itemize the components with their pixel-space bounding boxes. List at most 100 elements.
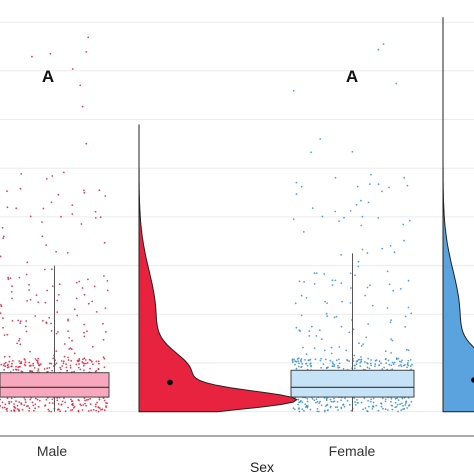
data-point xyxy=(297,398,300,401)
data-point xyxy=(6,206,9,209)
data-point xyxy=(302,346,304,349)
data-point xyxy=(92,363,94,366)
data-point xyxy=(98,362,100,365)
data-point xyxy=(103,366,106,369)
data-point xyxy=(405,348,408,351)
data-point xyxy=(45,398,48,401)
data-point xyxy=(79,403,82,406)
data-point xyxy=(47,408,50,411)
data-point xyxy=(7,276,9,279)
data-point xyxy=(384,408,387,411)
data-point xyxy=(85,142,88,145)
data-point xyxy=(395,357,398,360)
data-point xyxy=(360,360,363,363)
data-point xyxy=(102,338,105,341)
data-point xyxy=(318,402,321,404)
data-point xyxy=(83,331,85,334)
data-point xyxy=(364,361,366,363)
data-point xyxy=(313,272,316,274)
data-point xyxy=(350,409,353,412)
data-point xyxy=(37,362,40,365)
data-point xyxy=(10,401,13,403)
data-point xyxy=(410,312,413,315)
data-point xyxy=(69,366,72,369)
data-point xyxy=(410,400,413,403)
data-point xyxy=(67,356,69,359)
data-point xyxy=(391,408,394,411)
data-point xyxy=(11,285,13,288)
data-point xyxy=(390,319,392,322)
data-point xyxy=(331,279,334,282)
data-point xyxy=(366,366,369,369)
data-point xyxy=(71,339,73,342)
data-point xyxy=(11,365,13,368)
data-point xyxy=(306,400,309,403)
data-point xyxy=(28,289,30,291)
data-point xyxy=(20,360,23,363)
data-point xyxy=(389,245,392,247)
data-point xyxy=(29,298,32,301)
data-point xyxy=(399,364,402,366)
data-point xyxy=(20,362,23,365)
data-point xyxy=(304,403,307,406)
data-point xyxy=(58,283,61,286)
data-point xyxy=(377,217,380,219)
data-point xyxy=(11,297,13,300)
data-point xyxy=(85,51,88,53)
data-point xyxy=(63,343,66,345)
data-point xyxy=(97,406,100,409)
data-point xyxy=(59,366,62,369)
data-point xyxy=(34,397,37,400)
data-point xyxy=(78,363,80,365)
data-point xyxy=(32,404,35,407)
data-point xyxy=(84,399,86,402)
data-point xyxy=(398,364,400,367)
data-point xyxy=(372,405,374,407)
data-point xyxy=(333,400,336,403)
data-point xyxy=(8,400,11,403)
data-point xyxy=(55,362,58,365)
data-point xyxy=(77,366,80,369)
data-point xyxy=(18,360,21,362)
data-point xyxy=(57,193,60,196)
data-point xyxy=(310,151,312,154)
data-point xyxy=(349,272,352,275)
data-point xyxy=(51,285,54,287)
data-point xyxy=(402,404,404,407)
data-point xyxy=(390,364,393,367)
data-point xyxy=(17,369,20,371)
data-point xyxy=(310,325,313,328)
data-point xyxy=(315,401,317,404)
data-point xyxy=(66,252,69,254)
data-point xyxy=(25,320,28,322)
data-point xyxy=(31,55,33,58)
data-point xyxy=(0,312,2,315)
data-point xyxy=(321,215,324,218)
data-point xyxy=(105,406,108,408)
data-point xyxy=(311,398,314,400)
data-point xyxy=(375,359,378,361)
data-point xyxy=(4,365,6,368)
data-point xyxy=(377,183,380,186)
data-point xyxy=(29,369,31,372)
data-point xyxy=(359,362,361,364)
data-point xyxy=(380,405,383,408)
data-point xyxy=(381,247,384,250)
data-point xyxy=(24,361,27,364)
data-point xyxy=(336,401,339,403)
data-point xyxy=(370,398,372,401)
data-point xyxy=(24,398,27,401)
data-point xyxy=(11,320,14,322)
data-point xyxy=(404,326,407,328)
data-point xyxy=(71,409,74,411)
data-point xyxy=(64,401,66,404)
data-point xyxy=(300,185,303,188)
data-point xyxy=(367,357,370,360)
data-point xyxy=(85,404,88,407)
data-point xyxy=(332,362,334,365)
data-point xyxy=(26,300,28,302)
data-point xyxy=(315,272,318,275)
data-point xyxy=(48,402,51,404)
data-point xyxy=(403,176,406,179)
data-point xyxy=(381,368,384,371)
